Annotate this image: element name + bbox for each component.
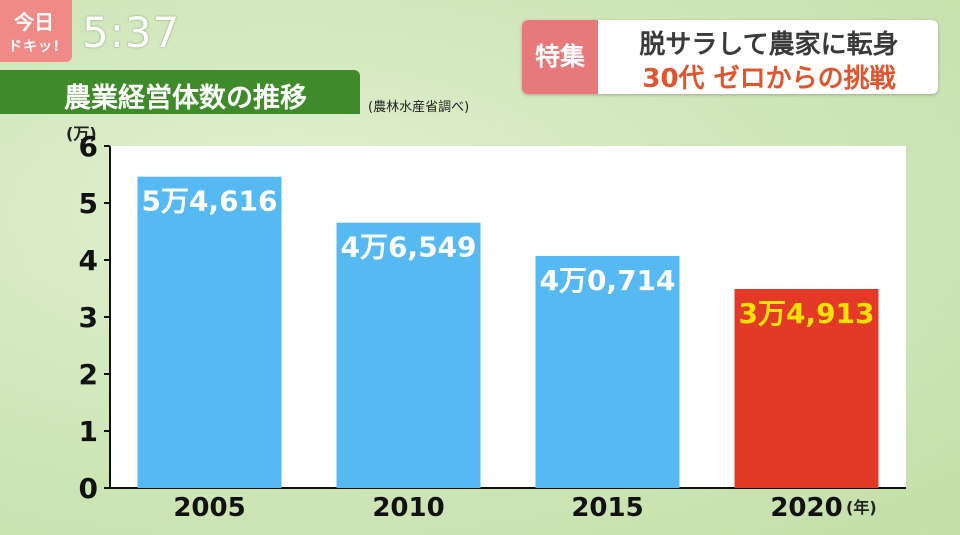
x-tick-label: 2010 bbox=[372, 493, 444, 523]
bar bbox=[336, 222, 481, 488]
x-axis-unit: (年) bbox=[846, 498, 877, 517]
y-tick-label: 5 bbox=[79, 187, 98, 220]
logo-line2: ドキッ! bbox=[8, 39, 61, 55]
x-tick-label: 2020 bbox=[770, 493, 842, 523]
y-tick-label: 1 bbox=[79, 415, 98, 448]
bar bbox=[535, 255, 680, 488]
bar-value-label: 5万4,616 bbox=[141, 185, 277, 218]
y-tick-label: 0 bbox=[79, 472, 98, 505]
bar bbox=[734, 288, 879, 488]
chart-title: 農業経営体数の推移 bbox=[64, 83, 307, 114]
special-subheadline: 30代 ゼロからの挑戦 bbox=[642, 64, 896, 94]
y-tick-label: 3 bbox=[79, 301, 98, 334]
title-band bbox=[0, 70, 360, 114]
program-logo: 今日 ドキッ! bbox=[0, 0, 72, 62]
special-tag: 特集 bbox=[522, 20, 598, 94]
x-tick-label: 2005 bbox=[173, 493, 245, 523]
y-tick-label: 2 bbox=[79, 358, 98, 391]
source-note: (農林水産省調べ) bbox=[368, 100, 470, 115]
bar-value-label: 3万4,913 bbox=[738, 297, 874, 330]
y-axis-unit: (万) bbox=[66, 124, 97, 143]
y-tick-label: 6 bbox=[79, 130, 98, 163]
x-tick-label: 2015 bbox=[571, 493, 643, 523]
clock: 5:37 bbox=[82, 8, 181, 57]
logo-line1: 今日 bbox=[14, 10, 54, 34]
bar-value-label: 4万0,714 bbox=[539, 264, 675, 297]
bar-value-label: 4万6,549 bbox=[340, 231, 476, 264]
y-tick-label: 4 bbox=[79, 244, 98, 277]
bar bbox=[137, 176, 282, 489]
special-headline: 脱サラして農家に転身 bbox=[639, 30, 899, 60]
